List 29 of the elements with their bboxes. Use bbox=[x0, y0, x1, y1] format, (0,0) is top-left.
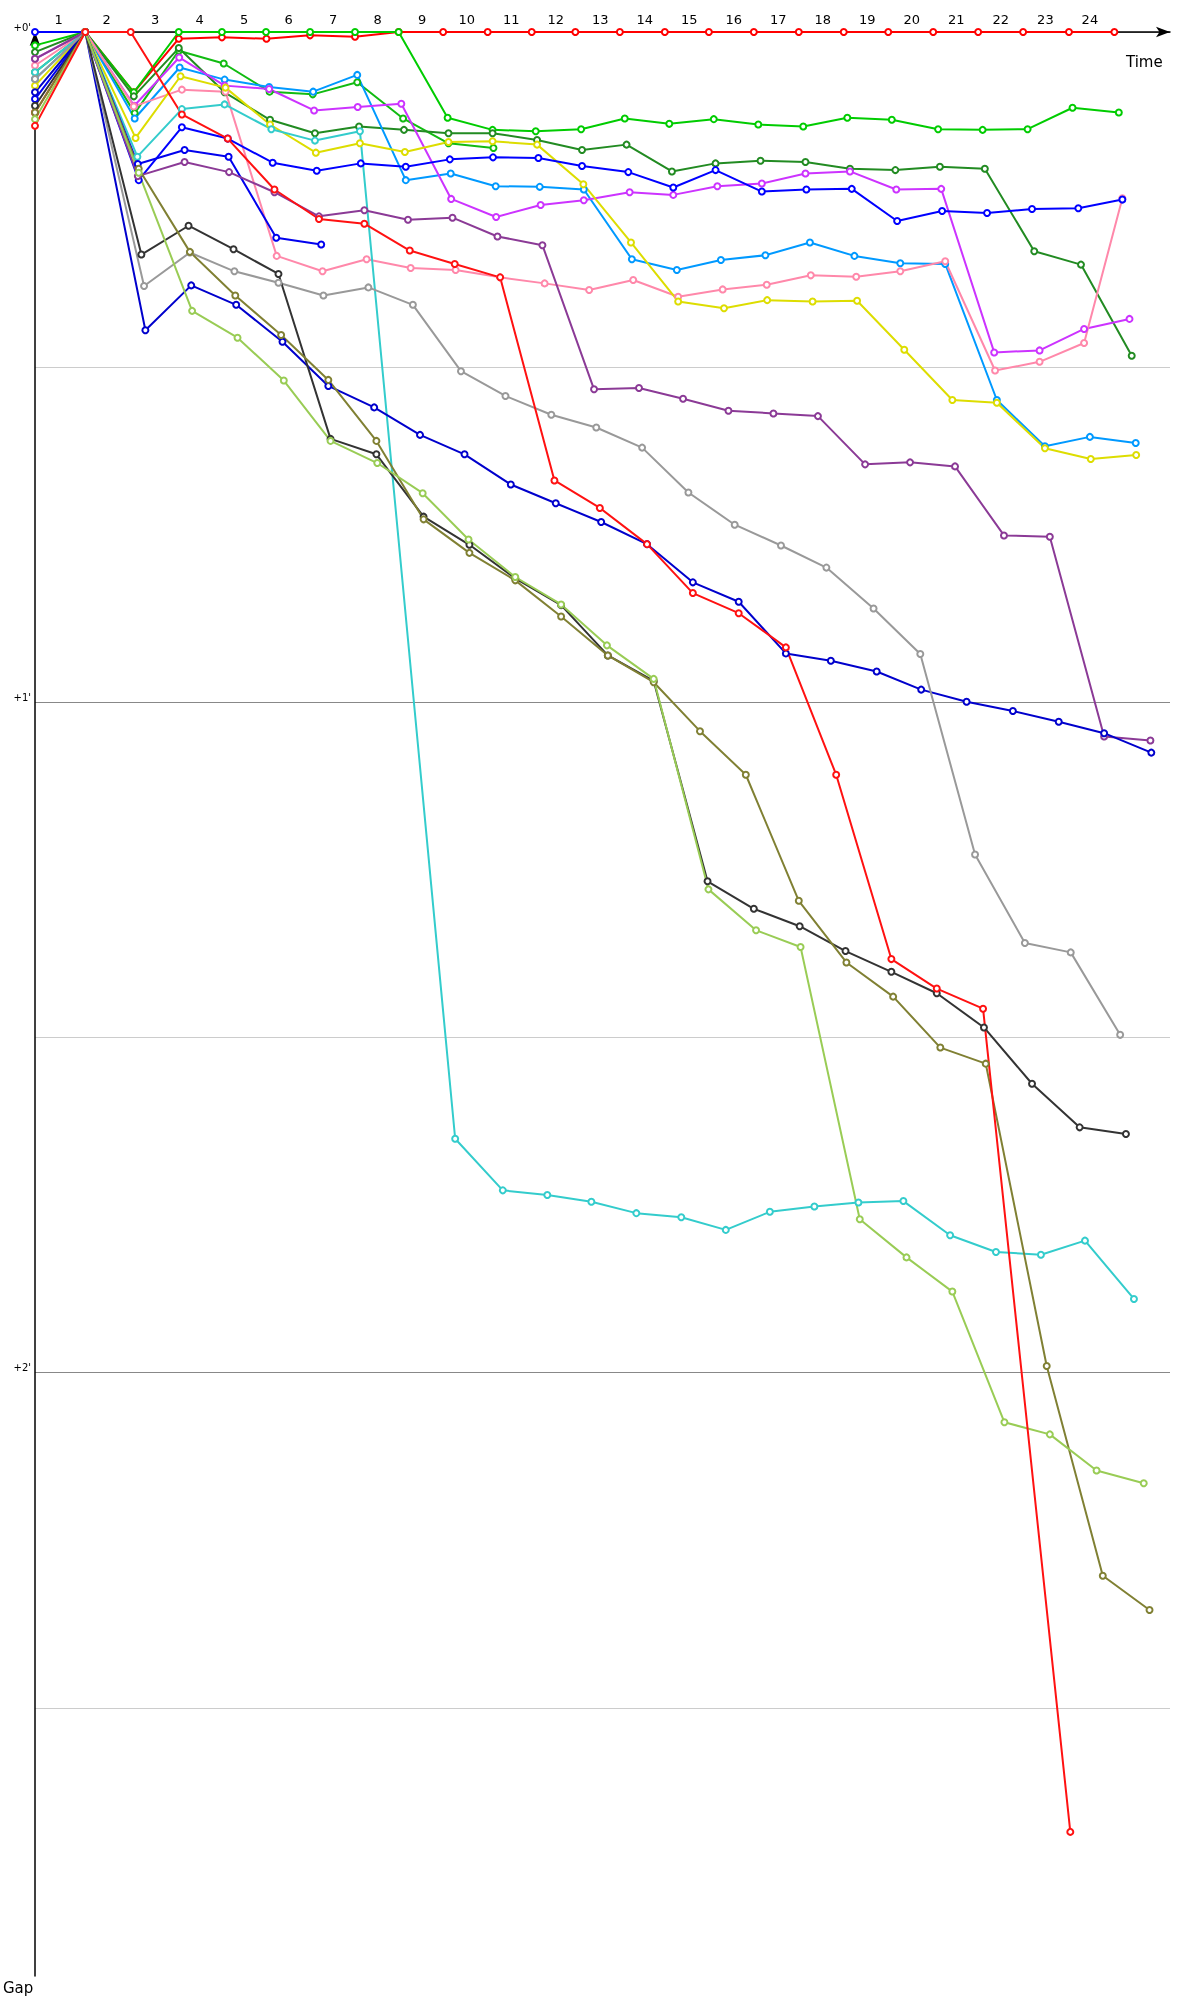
x-tick-label: 13 bbox=[592, 12, 609, 27]
x-tick-label: 20 bbox=[903, 12, 921, 27]
x-tick-label: 11 bbox=[502, 12, 520, 27]
y-axis-title: Gap bbox=[3, 1978, 34, 1997]
y-tick-label: +1' bbox=[13, 691, 31, 703]
x-tick-label: 17 bbox=[770, 12, 787, 27]
x-tick-label: 16 bbox=[725, 12, 743, 27]
x-tick-label: 9 bbox=[418, 12, 427, 27]
x-tick-label: 4 bbox=[195, 12, 204, 27]
x-tick-label: 21 bbox=[948, 12, 965, 27]
x-tick-label: 1 bbox=[54, 12, 63, 27]
x-tick-label: 7 bbox=[329, 12, 338, 27]
x-tick-label: 18 bbox=[814, 12, 832, 27]
x-tick-label: 15 bbox=[681, 12, 698, 27]
x-tick-label: 10 bbox=[458, 12, 476, 27]
x-tick-label: 24 bbox=[1081, 12, 1099, 27]
x-tick-label: 5 bbox=[240, 12, 249, 27]
x-tick-label: 12 bbox=[547, 12, 565, 27]
x-tick-label: 2 bbox=[102, 12, 111, 27]
y-tick-label: +2' bbox=[13, 1362, 31, 1374]
x-tick-label: 22 bbox=[992, 12, 1010, 27]
x-tick-label: 6 bbox=[284, 12, 293, 27]
x-tick-label: 3 bbox=[151, 12, 160, 27]
x-tick-label: 23 bbox=[1037, 12, 1054, 27]
x-tick-label: 14 bbox=[636, 12, 654, 27]
x-tick-label: 19 bbox=[859, 12, 876, 27]
x-tick-label: 8 bbox=[373, 12, 382, 27]
y-tick-label: +0' bbox=[13, 21, 31, 33]
x-axis-title: Time bbox=[1125, 52, 1163, 71]
